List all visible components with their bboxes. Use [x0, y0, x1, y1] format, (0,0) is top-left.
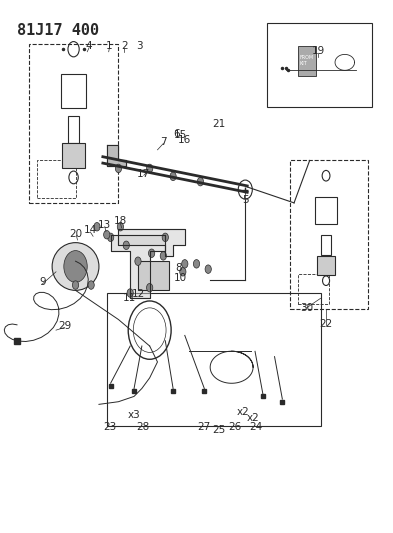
Text: 9: 9 [39, 277, 46, 287]
Circle shape [180, 268, 186, 276]
Bar [321, 235, 331, 255]
Circle shape [193, 260, 200, 268]
Text: 23: 23 [103, 422, 116, 432]
Text: 29: 29 [58, 321, 71, 331]
Bar [267, 22, 372, 108]
Text: 27: 27 [197, 422, 210, 432]
Bar [107, 293, 321, 425]
Text: 81J17 400: 81J17 400 [17, 22, 99, 38]
Text: 13: 13 [98, 220, 112, 230]
Bar [62, 143, 85, 168]
Text: 25: 25 [213, 425, 226, 435]
Text: 2: 2 [121, 41, 128, 51]
Circle shape [162, 233, 169, 241]
Text: 30: 30 [300, 303, 313, 313]
Circle shape [94, 222, 100, 231]
Text: 17: 17 [137, 169, 151, 179]
Circle shape [197, 177, 204, 186]
Circle shape [115, 164, 121, 173]
Text: 18: 18 [114, 216, 127, 227]
Text: 6: 6 [174, 129, 180, 139]
Ellipse shape [52, 243, 99, 290]
Text: 26: 26 [228, 422, 241, 432]
Text: 3: 3 [137, 41, 143, 51]
Text: 20: 20 [70, 229, 83, 239]
Bar [315, 197, 337, 223]
Circle shape [88, 281, 94, 289]
Text: 21: 21 [213, 119, 226, 130]
Circle shape [170, 172, 176, 181]
Polygon shape [118, 229, 185, 256]
Bar [298, 46, 316, 76]
Circle shape [182, 260, 188, 268]
Circle shape [108, 233, 114, 241]
Bar [68, 116, 79, 143]
Polygon shape [111, 235, 165, 298]
Circle shape [127, 289, 133, 297]
Circle shape [147, 164, 153, 173]
Text: 22: 22 [320, 319, 333, 329]
Polygon shape [107, 144, 126, 166]
Circle shape [205, 265, 211, 273]
Text: 4: 4 [86, 41, 92, 51]
Circle shape [149, 249, 155, 257]
Text: x2: x2 [247, 413, 259, 423]
Circle shape [117, 222, 123, 231]
Text: 28: 28 [136, 422, 149, 432]
Circle shape [147, 284, 153, 292]
Text: x3: x3 [128, 410, 140, 420]
Bar [318, 256, 334, 275]
Text: 19: 19 [312, 46, 325, 56]
Text: FROM
KIT: FROM KIT [299, 55, 313, 66]
Text: 12: 12 [132, 289, 145, 299]
Circle shape [64, 251, 87, 282]
Text: 1: 1 [106, 41, 113, 51]
Text: 8: 8 [176, 263, 182, 273]
Text: 24: 24 [249, 422, 263, 432]
Circle shape [104, 230, 110, 239]
Circle shape [123, 241, 129, 249]
Text: 5: 5 [242, 195, 249, 205]
Bar [138, 261, 169, 290]
Circle shape [160, 252, 167, 260]
Text: 10: 10 [174, 273, 187, 283]
Bar [61, 75, 86, 109]
Circle shape [135, 257, 141, 265]
Text: 11: 11 [123, 293, 136, 303]
Text: 16: 16 [177, 135, 191, 146]
Text: 7: 7 [160, 137, 167, 147]
Text: x2: x2 [237, 407, 250, 417]
Text: 14: 14 [84, 225, 97, 236]
Circle shape [72, 281, 79, 289]
Text: 15: 15 [173, 130, 187, 140]
